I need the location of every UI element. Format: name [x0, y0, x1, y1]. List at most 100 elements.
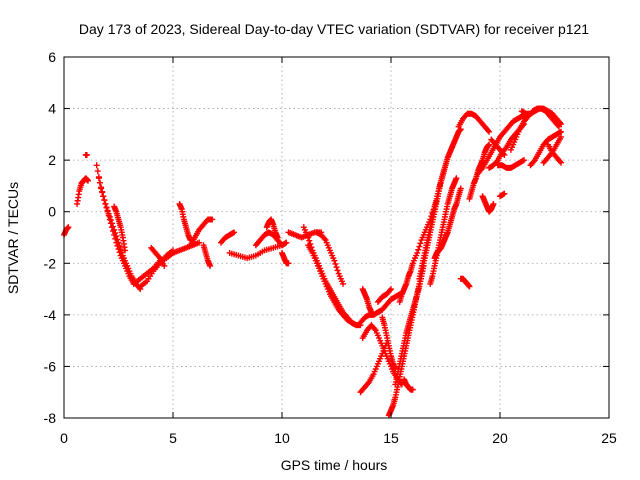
series-arc-15	[252, 229, 290, 249]
axis-ticks: 0 5 10 15 20 25 -8 -6 -4 -2 0 2 4 6	[44, 49, 617, 446]
series-arc-42	[494, 157, 527, 171]
data-point	[231, 229, 238, 236]
data-point	[558, 121, 565, 128]
data-point	[409, 386, 416, 393]
data-point	[116, 249, 123, 256]
data-point	[65, 224, 72, 231]
data-point	[283, 239, 290, 246]
data-points	[61, 105, 565, 419]
grid	[64, 57, 609, 418]
data-point	[285, 260, 292, 267]
data-point	[95, 175, 102, 182]
series-arc-23	[359, 286, 375, 316]
data-point	[306, 237, 313, 244]
data-point	[417, 240, 424, 247]
data-point	[386, 287, 393, 294]
data-point	[501, 190, 508, 197]
series-arc-17	[279, 249, 292, 267]
data-point	[334, 267, 341, 274]
data-point	[105, 212, 112, 219]
series-arc-34	[431, 185, 464, 262]
data-point	[115, 246, 122, 253]
data-point	[209, 216, 216, 223]
data-point	[122, 247, 129, 254]
data-point	[94, 168, 101, 175]
data-point	[530, 158, 537, 165]
x-axis-label: GPS time / hours	[281, 457, 388, 473]
series-arc-33	[427, 175, 460, 287]
data-point	[101, 197, 108, 204]
series-arc-41	[488, 136, 508, 158]
x-tick-label: 20	[492, 430, 508, 446]
data-point	[111, 231, 118, 238]
data-point	[416, 243, 423, 250]
series-arc-13	[217, 229, 238, 246]
data-point	[305, 234, 312, 241]
y-tick-label: 4	[48, 101, 56, 117]
data-point	[102, 200, 109, 207]
data-point	[353, 322, 360, 329]
data-point	[196, 239, 203, 246]
series-arc-6	[111, 203, 129, 254]
data-point	[371, 326, 378, 333]
series-arc-39	[479, 193, 497, 215]
series-arc-3	[82, 151, 90, 158]
data-point	[388, 286, 394, 293]
x-tick-label: 0	[60, 430, 68, 446]
data-point	[414, 249, 421, 256]
data-point	[98, 184, 105, 191]
data-point	[558, 133, 565, 140]
chart-title: Day 173 of 2023, Sidereal Day-to-day VTE…	[79, 21, 589, 37]
data-point	[103, 204, 110, 211]
data-point	[453, 175, 460, 182]
data-point	[466, 283, 473, 290]
series-arc-27	[374, 286, 394, 305]
data-point	[486, 141, 493, 148]
series-arc-14	[226, 242, 285, 262]
series-arc-1	[61, 224, 72, 238]
data-point	[490, 200, 497, 207]
x-tick-label: 10	[274, 430, 290, 446]
y-tick-label: 0	[48, 204, 56, 220]
data-point	[368, 309, 375, 316]
data-point	[110, 228, 117, 235]
data-point	[493, 158, 500, 165]
y-tick-label: -4	[44, 307, 57, 323]
data-point	[502, 145, 509, 152]
data-point	[93, 162, 100, 169]
plot-frame	[63, 56, 610, 419]
data-point	[155, 253, 162, 260]
data-point	[365, 380, 372, 387]
data-point	[457, 185, 464, 192]
y-tick-label: 2	[48, 152, 56, 168]
series-arc-20	[305, 242, 360, 329]
series-arc-10	[176, 200, 194, 244]
series-arc-8	[137, 247, 176, 290]
data-point	[104, 208, 111, 215]
series-arc-9	[148, 244, 168, 269]
series-arc-45	[518, 105, 565, 128]
series-arc-30	[396, 203, 438, 305]
data-point	[112, 235, 119, 242]
series-arc-2	[74, 175, 91, 207]
series-arc-48	[544, 141, 565, 166]
y-axis-label: SDTVAR / TECUs	[5, 182, 21, 294]
series-arc-32	[416, 126, 464, 282]
y-tick-label: -8	[44, 410, 57, 426]
data-point	[332, 260, 339, 267]
data-point	[415, 246, 422, 253]
data-point	[500, 150, 507, 157]
data-point	[99, 188, 106, 195]
data-point	[486, 128, 493, 135]
series-arc-36	[455, 110, 493, 135]
data-point	[113, 239, 120, 246]
data-point	[274, 234, 281, 241]
data-point	[161, 262, 168, 269]
x-tick-label: 15	[383, 430, 399, 446]
data-point	[340, 280, 347, 287]
series-arc-43	[497, 190, 508, 200]
y-tick-label: 6	[48, 49, 56, 65]
data-point	[83, 151, 90, 158]
series-arc-31	[401, 376, 416, 393]
data-point	[520, 157, 527, 164]
